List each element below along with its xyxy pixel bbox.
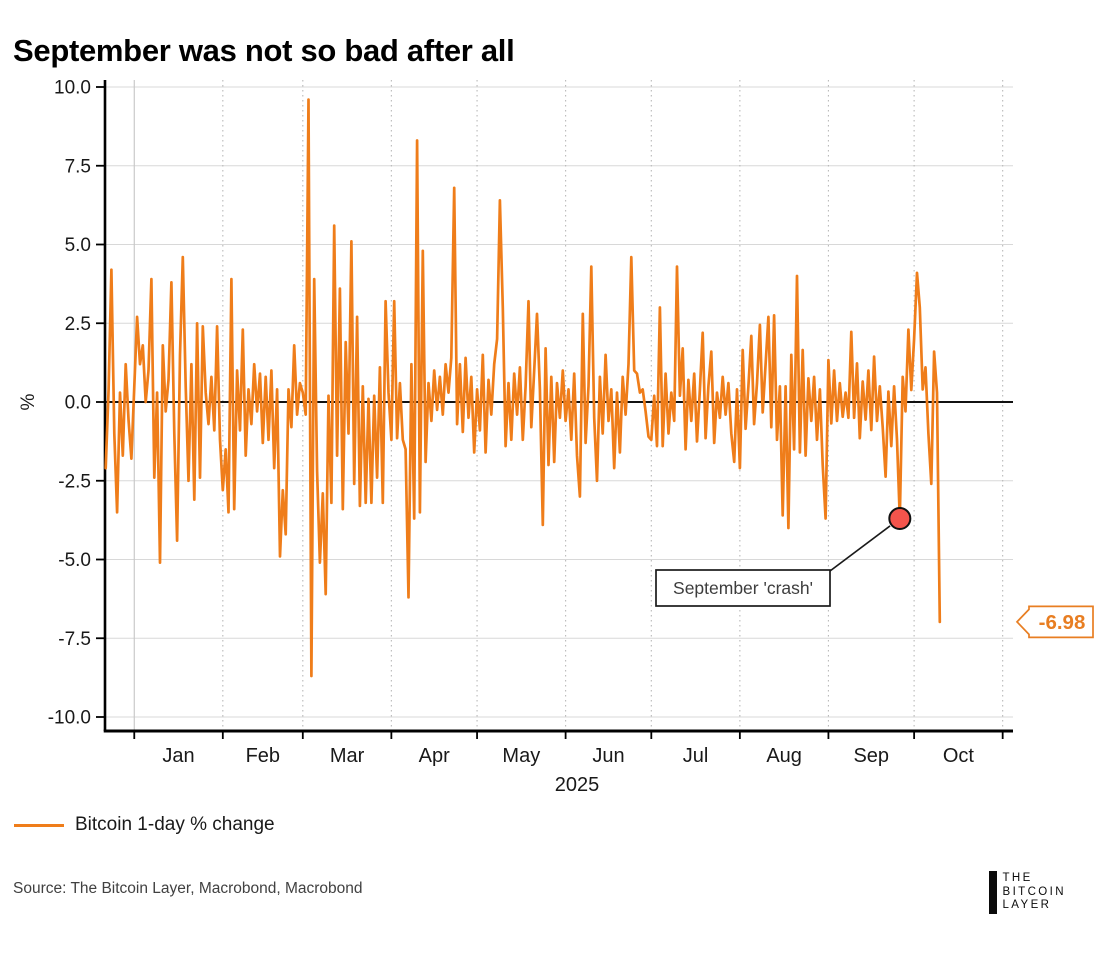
x-month-label: Jan [162, 745, 194, 767]
crash-annotation-box [655, 569, 831, 607]
the-bitcoin-layer-logo: THE BITCOIN LAYER [989, 871, 1066, 914]
x-month-label: May [502, 745, 540, 767]
last-value-callout [1015, 605, 1094, 639]
y-tick-label: -10.0 [48, 708, 91, 729]
y-tick-label: -7.5 [58, 629, 91, 650]
x-month-label: Sep [853, 745, 889, 767]
x-month-label: Jun [592, 745, 624, 767]
bitcoin-daily-change-chart: 10.0 7.5 5.0 2.5 0.0 -2.5 -5.0 -7.5 -10.0 Jan Feb M… [18, 78, 1094, 796]
y-tick-label: 10.0 [54, 78, 91, 99]
y-tick-label: -2.5 [58, 471, 91, 492]
logo-bar-icon [989, 871, 997, 914]
legend-line-swatch [14, 823, 64, 827]
y-tick-label: -5.0 [58, 550, 91, 571]
x-year-label: 2025 [555, 774, 600, 796]
y-tick-label: 0.0 [65, 393, 91, 414]
logo-line-1: THE [1002, 872, 1033, 884]
last-value-label: -6.98 [1039, 611, 1086, 634]
y-tick-label: 7.5 [65, 156, 91, 177]
x-month-label: Feb [246, 745, 280, 767]
annotation-leader-line [829, 525, 891, 572]
legend: Bitcoin 1-day % change [14, 814, 275, 836]
y-axis-title: % [18, 393, 39, 410]
y-tick-label: 5.0 [65, 235, 91, 256]
source-text: Source: The Bitcoin Layer, Macrobond, Ma… [13, 880, 363, 897]
x-month-label: Jul [683, 745, 709, 767]
x-month-label: Mar [330, 745, 365, 767]
x-month-label: Oct [943, 745, 975, 767]
x-month-label: Aug [766, 745, 802, 767]
crash-marker-dot [888, 507, 912, 531]
logo-line-2: BITCOIN [1002, 885, 1066, 898]
y-tick-label: 2.5 [65, 314, 91, 335]
bitcoin-change-line [104, 98, 942, 678]
logo-line-3: LAYER [1002, 899, 1052, 911]
legend-label: Bitcoin 1-day % change [75, 814, 275, 835]
crash-annotation-label: September 'crash' [673, 578, 813, 598]
page-title: September was not so bad after all [13, 32, 515, 68]
x-month-label: Apr [419, 745, 450, 767]
